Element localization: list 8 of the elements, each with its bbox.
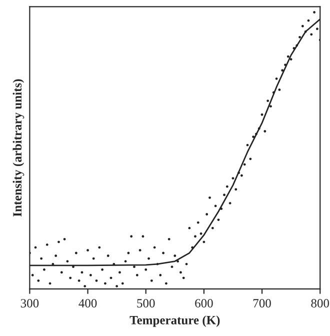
y-axis-title: Intensity (arbitrary units) [12,79,24,217]
x-axis-title: Temperature (K) [130,316,220,327]
x-tick-label: 400 [78,299,97,308]
x-tick-label: 800 [311,299,329,308]
x-tick-label: 700 [253,299,271,308]
x-tick-label: 600 [195,299,213,308]
x-tick-label: 300 [20,299,39,308]
x-tick-label: 500 [137,299,155,308]
